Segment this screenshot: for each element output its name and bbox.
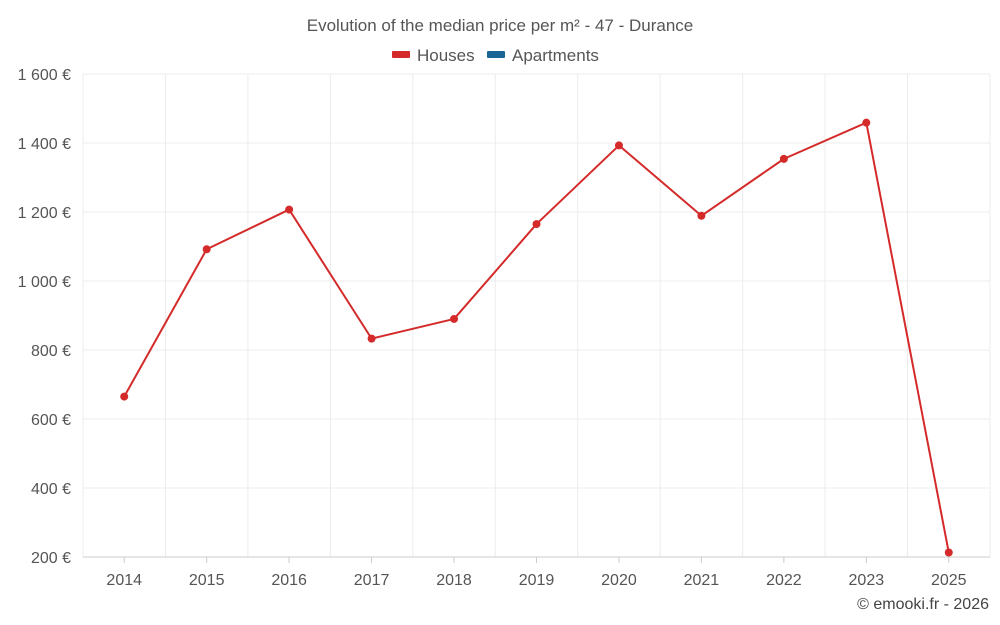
chart-title: Evolution of the median price per m² - 4… [307,16,693,35]
y-tick-label: 600 € [31,412,71,429]
legend-swatch-apartments [487,51,505,58]
y-tick-label: 800 € [31,343,71,360]
x-tick-label: 2020 [601,572,637,589]
x-tick-label: 2015 [189,572,225,589]
data-point-houses-2018[interactable] [450,314,459,323]
x-tick-label: 2022 [766,572,802,589]
legend-label-houses: Houses [417,46,475,65]
legend-item-apartments[interactable]: Apartments [487,46,599,65]
data-point-houses-2014[interactable] [120,392,129,401]
data-point-houses-2016[interactable] [285,205,294,214]
series-houses [120,118,953,557]
data-point-houses-2025[interactable] [944,548,953,557]
y-axis-ticks: 200 € 400 € 600 € 800 € 1 000 € 1 200 € 1 400 … [18,67,71,567]
legend-item-houses[interactable]: Houses [392,46,475,65]
legend: Houses Apartments [392,46,599,65]
x-tick-label: 2021 [684,572,720,589]
grid [82,73,991,558]
credit: © emooki.fr - 2026 [857,596,989,613]
x-tick-label: 2018 [436,572,472,589]
x-tick-label: 2023 [849,572,885,589]
x-tick-label: 2019 [519,572,555,589]
data-point-houses-2015[interactable] [202,245,211,254]
data-point-houses-2017[interactable] [367,334,376,343]
y-tick-label: 400 € [31,481,71,498]
data-point-houses-2022[interactable] [779,154,788,163]
data-point-houses-2019[interactable] [532,220,541,229]
x-tick-label: 2025 [931,572,967,589]
x-tick-label: 2014 [106,572,142,589]
x-tick-label: 2016 [271,572,307,589]
y-tick-label: 1 200 € [18,205,71,222]
y-tick-label: 200 € [31,550,71,567]
y-tick-label: 1 000 € [18,274,71,291]
legend-swatch-houses [392,51,410,58]
data-point-houses-2021[interactable] [697,211,706,220]
y-tick-label: 1 400 € [18,136,71,153]
y-tick-label: 1 600 € [18,67,71,84]
legend-label-apartments: Apartments [512,46,599,65]
data-point-houses-2023[interactable] [862,118,871,127]
data-point-houses-2020[interactable] [614,141,623,150]
x-axis-ticks: 2014 2015 2016 2017 2018 2019 2020 2021 2022 2023… [106,557,967,589]
x-tick-label: 2017 [354,572,390,589]
